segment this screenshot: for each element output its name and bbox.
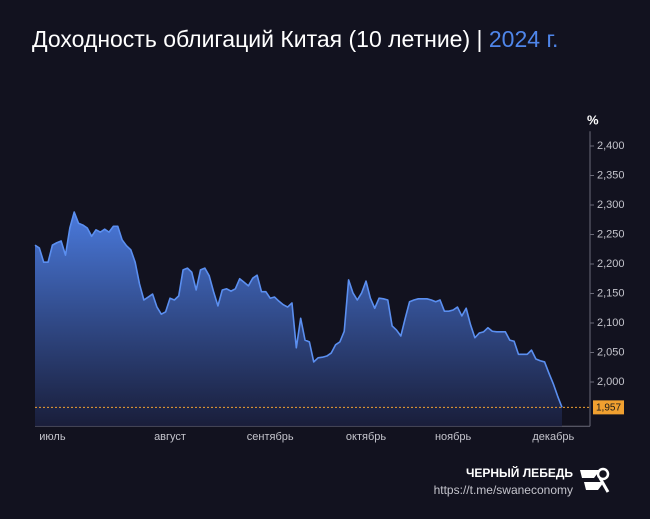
title-main: Доходность облигаций Китая (10 летние) |: [32, 26, 483, 52]
y-tick-label: 2,150: [597, 287, 625, 299]
brand-link: https://t.me/swaneconomy: [434, 483, 573, 497]
y-tick-label: 2,300: [597, 199, 625, 211]
y-axis-label: %: [587, 112, 599, 127]
y-tick-label: 2,400: [597, 140, 625, 152]
y-tick-label: 2,000: [597, 376, 625, 388]
plot-area: 2,000 2,050 2,100 2,150 2,200 2,250 2,300 2,350…: [34, 131, 625, 443]
y-tick-label: 2,350: [597, 169, 625, 181]
y-tick-label: 2,100: [597, 317, 625, 329]
x-tick-label: октябрь: [346, 431, 386, 443]
x-tick-label: июль: [39, 431, 66, 443]
reference-label: 1,957: [596, 403, 621, 414]
chart-title: Доходность облигаций Китая (10 летние) |…: [32, 26, 558, 52]
y-tick-label: 2,250: [597, 228, 625, 240]
y-tick-label: 2,050: [597, 346, 625, 358]
brand-name: ЧЕРНЫЙ ЛЕБЕДЬ: [466, 465, 573, 480]
x-tick-label: ноябрь: [435, 431, 472, 443]
line: [34, 211, 563, 408]
x-tick-label: декабрь: [532, 431, 574, 443]
x-tick-label: сентябрь: [247, 431, 294, 443]
brand-logo: [580, 467, 610, 493]
reference-label-box: [593, 400, 624, 415]
area-fill: [35, 212, 562, 427]
y-tick-label: 2,200: [597, 258, 625, 270]
title-highlight: 2024 г.: [489, 26, 559, 52]
x-tick-label: август: [154, 431, 186, 443]
